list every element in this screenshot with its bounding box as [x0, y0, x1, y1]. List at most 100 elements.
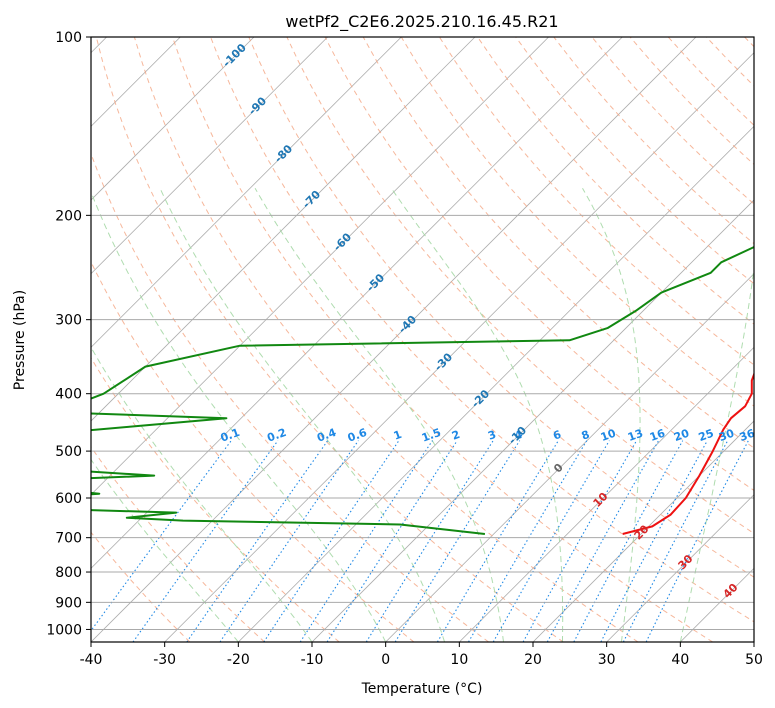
x-tick-label: 20: [524, 652, 542, 668]
y-axis-label: Pressure (hPa): [12, 290, 28, 390]
dry-adiabat: [248, 37, 754, 578]
skewed-isotherm: [91, 37, 623, 569]
mixing-ratio-line: [522, 440, 638, 642]
dry-adiabat: [629, 37, 754, 166]
mixing-ratio-line: [365, 440, 494, 642]
inline-labels: 0.1 0.2 0.4 0.6 1 1.5 2 3 4 6 8 10 13 16 20 25 30 36-100-…: [219, 41, 757, 601]
moist-adiabat: [679, 264, 754, 642]
mixing-ratio-label: 20: [672, 426, 691, 444]
isotherm-label: -70: [300, 188, 323, 211]
x-tick-label: -10: [301, 652, 324, 668]
isotherm-label: -10: [506, 424, 529, 447]
mixing-ratio-line: [600, 440, 708, 642]
skewed-isotherm: [532, 420, 754, 642]
x-tick-label: 30: [598, 652, 616, 668]
skewed-isotherm: [91, 37, 549, 496]
dewpoint-line: [91, 245, 754, 535]
x-tick-label: 10: [450, 652, 468, 668]
isotherm-label: -60: [331, 230, 354, 253]
dry-adiabat: [286, 37, 754, 535]
profile-lines: [91, 245, 754, 535]
isotherm-label: -90: [246, 94, 269, 117]
isotherm-label: -20: [469, 387, 492, 410]
isotherm-label: 20: [632, 522, 652, 542]
isotherm-label: 10: [591, 490, 611, 510]
dry-adiabat: [438, 37, 754, 366]
mixing-ratio-label: 0.6: [346, 426, 369, 445]
mixing-ratio-label: 0.1: [219, 426, 242, 445]
skewed-isotherm: [753, 641, 754, 642]
pressure-grid: [91, 36, 754, 630]
mixing-ratio-label: 36: [738, 426, 757, 444]
isotherm-label: -40: [396, 313, 419, 336]
x-tick-label: -40: [80, 652, 103, 668]
mixing-ratio-label: 13: [626, 427, 645, 444]
x-tick-label: 40: [671, 652, 689, 668]
skewed-isotherm: [91, 37, 697, 642]
mixing-ratio-label: 4: [513, 428, 525, 443]
y-tick-label: 900: [55, 595, 82, 611]
isotherm-label: -30: [432, 350, 455, 373]
skewed-isotherm: [91, 37, 402, 348]
dry-adiabat: [91, 531, 191, 642]
skewed-isotherm: [164, 52, 754, 642]
mixing-ratio-line: [394, 440, 521, 642]
mixing-ratio-line: [219, 440, 359, 642]
reference-lines: [91, 37, 754, 642]
skewed-isotherm: [311, 199, 754, 642]
mixing-ratio-line: [573, 440, 684, 642]
y-tick-label: 800: [55, 565, 82, 581]
isotherm-label: 40: [721, 581, 741, 601]
mixing-ratio-label: 25: [697, 427, 716, 444]
dry-adiabat: [210, 37, 754, 623]
dry-adiabat: [91, 152, 489, 642]
mixing-ratio-line: [468, 440, 588, 642]
isotherm-label: 30: [676, 552, 696, 572]
mixing-ratio-label: 3: [486, 428, 498, 443]
mixing-ratio-line: [91, 440, 232, 632]
y-tick-label: 100: [55, 30, 82, 46]
skewed-isotherm: [459, 346, 754, 642]
isotherm-label: -50: [364, 271, 387, 294]
mixing-ratio-label: 2: [450, 428, 462, 443]
y-tick-label: 700: [55, 531, 82, 547]
dry-adiabat: [91, 356, 340, 642]
y-tick-label: 300: [55, 313, 82, 329]
mixing-ratio-line: [186, 440, 329, 642]
mixing-ratio-label: 30: [717, 426, 736, 444]
skewed-isotherm: [606, 494, 754, 642]
dry-adiabat: [400, 37, 754, 407]
mixing-ratio-label: 16: [648, 426, 667, 444]
mixing-ratio-label: 1.5: [420, 426, 443, 445]
x-tick-label: 50: [745, 652, 763, 668]
dry-adiabat: [91, 260, 415, 642]
dry-adiabat: [515, 37, 754, 285]
moist-adiabat: [582, 187, 641, 642]
dry-adiabat: [91, 446, 265, 642]
temperature-line: [622, 371, 754, 535]
mixing-ratio-line: [132, 440, 279, 642]
y-tick-label: 1000: [46, 622, 82, 638]
mixing-ratio-line: [546, 440, 660, 642]
isotherm-label: 0: [551, 461, 566, 476]
dry-adiabat: [553, 37, 754, 245]
skewed-isotherm: [385, 273, 754, 642]
mixing-ratio-label: 8: [580, 428, 592, 443]
plot-frame: [90, 36, 755, 643]
moist-adiabat: [390, 187, 564, 642]
mixing-ratio-line: [436, 440, 559, 642]
mixing-ratio-line: [492, 440, 610, 642]
mixing-ratio-label: 0.2: [265, 426, 288, 445]
moist-adiabat: [159, 187, 446, 642]
y-tick-label: 200: [55, 208, 82, 224]
y-tick-label: 500: [55, 444, 82, 460]
dry-adiabat: [362, 37, 754, 449]
dry-adiabat: [133, 37, 639, 642]
isotherm-label: -80: [272, 142, 295, 165]
x-axis: -40 -30 -20 -10 0 10 20 30 40 50: [80, 642, 763, 668]
skewed-isotherm: [91, 37, 476, 422]
moist-adiabat: [254, 187, 504, 642]
dry-adiabat: [172, 37, 713, 642]
skewed-isotherm: [238, 125, 754, 642]
mixing-ratio-line: [263, 440, 400, 642]
